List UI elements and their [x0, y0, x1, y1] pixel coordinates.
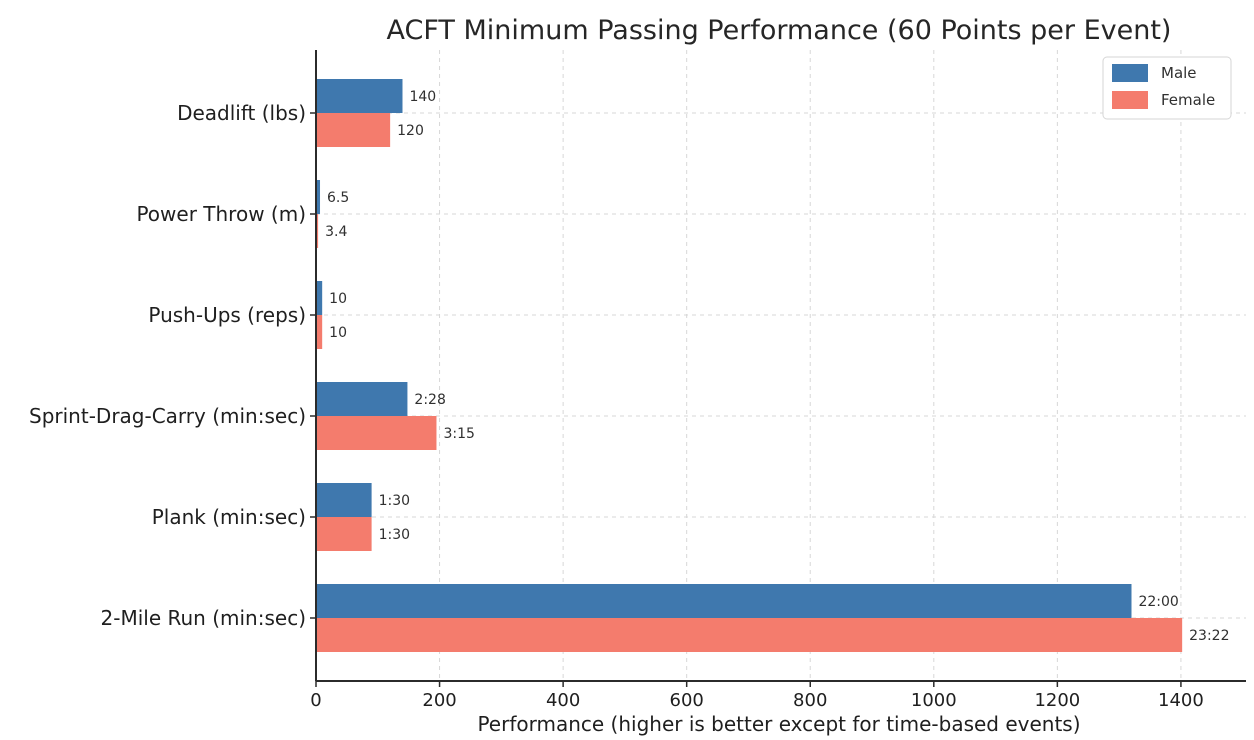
- bar-female-0: [316, 113, 391, 147]
- x-tick-label-7: 1400: [1158, 690, 1204, 711]
- bar-female-1: [316, 214, 319, 248]
- value-label-female-1: 3.4: [325, 224, 347, 240]
- bar-male-2: [316, 281, 323, 315]
- legend-swatch-female: [1112, 91, 1148, 109]
- bar-female-3: [316, 416, 437, 450]
- y-ticks-layer: Deadlift (lbs) Power Throw (m) Push-Ups (r…: [29, 101, 316, 630]
- bar-male-0: [316, 79, 403, 113]
- value-label-female-3: 3:15: [443, 426, 474, 442]
- value-label-female-5: 23:22: [1189, 628, 1229, 644]
- category-label-4: Plank (min:sec): [152, 505, 306, 529]
- bar-male-3: [316, 382, 408, 416]
- x-axis-title: Performance (higher is better except for…: [477, 712, 1080, 736]
- bar-female-5: [316, 618, 1183, 652]
- legend-label-male: Male: [1161, 64, 1197, 82]
- category-label-3: Sprint-Drag-Carry (min:sec): [29, 404, 306, 428]
- legend-label-female: Female: [1161, 91, 1215, 109]
- bar-male-4: [316, 483, 372, 517]
- x-tick-label-5: 1000: [911, 690, 957, 711]
- x-tick-label-1: 200: [422, 690, 456, 711]
- value-label-female-0: 120: [397, 123, 424, 139]
- category-label-2: Push-Ups (reps): [148, 303, 306, 327]
- bar-male-5: [316, 584, 1132, 618]
- value-label-male-2: 10: [329, 291, 347, 307]
- x-tick-label-6: 1200: [1034, 690, 1080, 711]
- x-tick-label-2: 400: [546, 690, 580, 711]
- bars-layer: [316, 79, 1183, 652]
- labels-layer: 140 6.5 10 2:28 1:30 22:00 120 3.4 10 3:15 1:30 23:…: [325, 89, 1229, 644]
- value-label-male-5: 22:00: [1138, 594, 1178, 610]
- bar-male-1: [316, 180, 321, 214]
- legend: Male Female: [1102, 56, 1232, 120]
- x-tick-label-3: 600: [670, 690, 704, 711]
- value-label-male-4: 1:30: [379, 493, 410, 509]
- value-label-female-4: 1:30: [379, 527, 410, 543]
- x-tick-label-4: 800: [793, 690, 827, 711]
- value-label-female-2: 10: [329, 325, 347, 341]
- x-ticks-layer: 0 200 400 600 800 1000 1200 1400: [310, 681, 1204, 711]
- bar-female-4: [316, 517, 372, 551]
- x-tick-label-0: 0: [310, 690, 321, 711]
- chart-title: ACFT Minimum Passing Performance (60 Poi…: [387, 15, 1172, 46]
- category-label-1: Power Throw (m): [136, 202, 306, 226]
- bar-female-2: [316, 315, 323, 349]
- category-label-0: Deadlift (lbs): [177, 101, 306, 125]
- value-label-male-3: 2:28: [414, 392, 445, 408]
- category-label-5: 2-Mile Run (min:sec): [101, 606, 306, 630]
- legend-swatch-male: [1112, 64, 1148, 82]
- value-label-male-1: 6.5: [327, 190, 349, 206]
- value-label-male-0: 140: [409, 89, 436, 105]
